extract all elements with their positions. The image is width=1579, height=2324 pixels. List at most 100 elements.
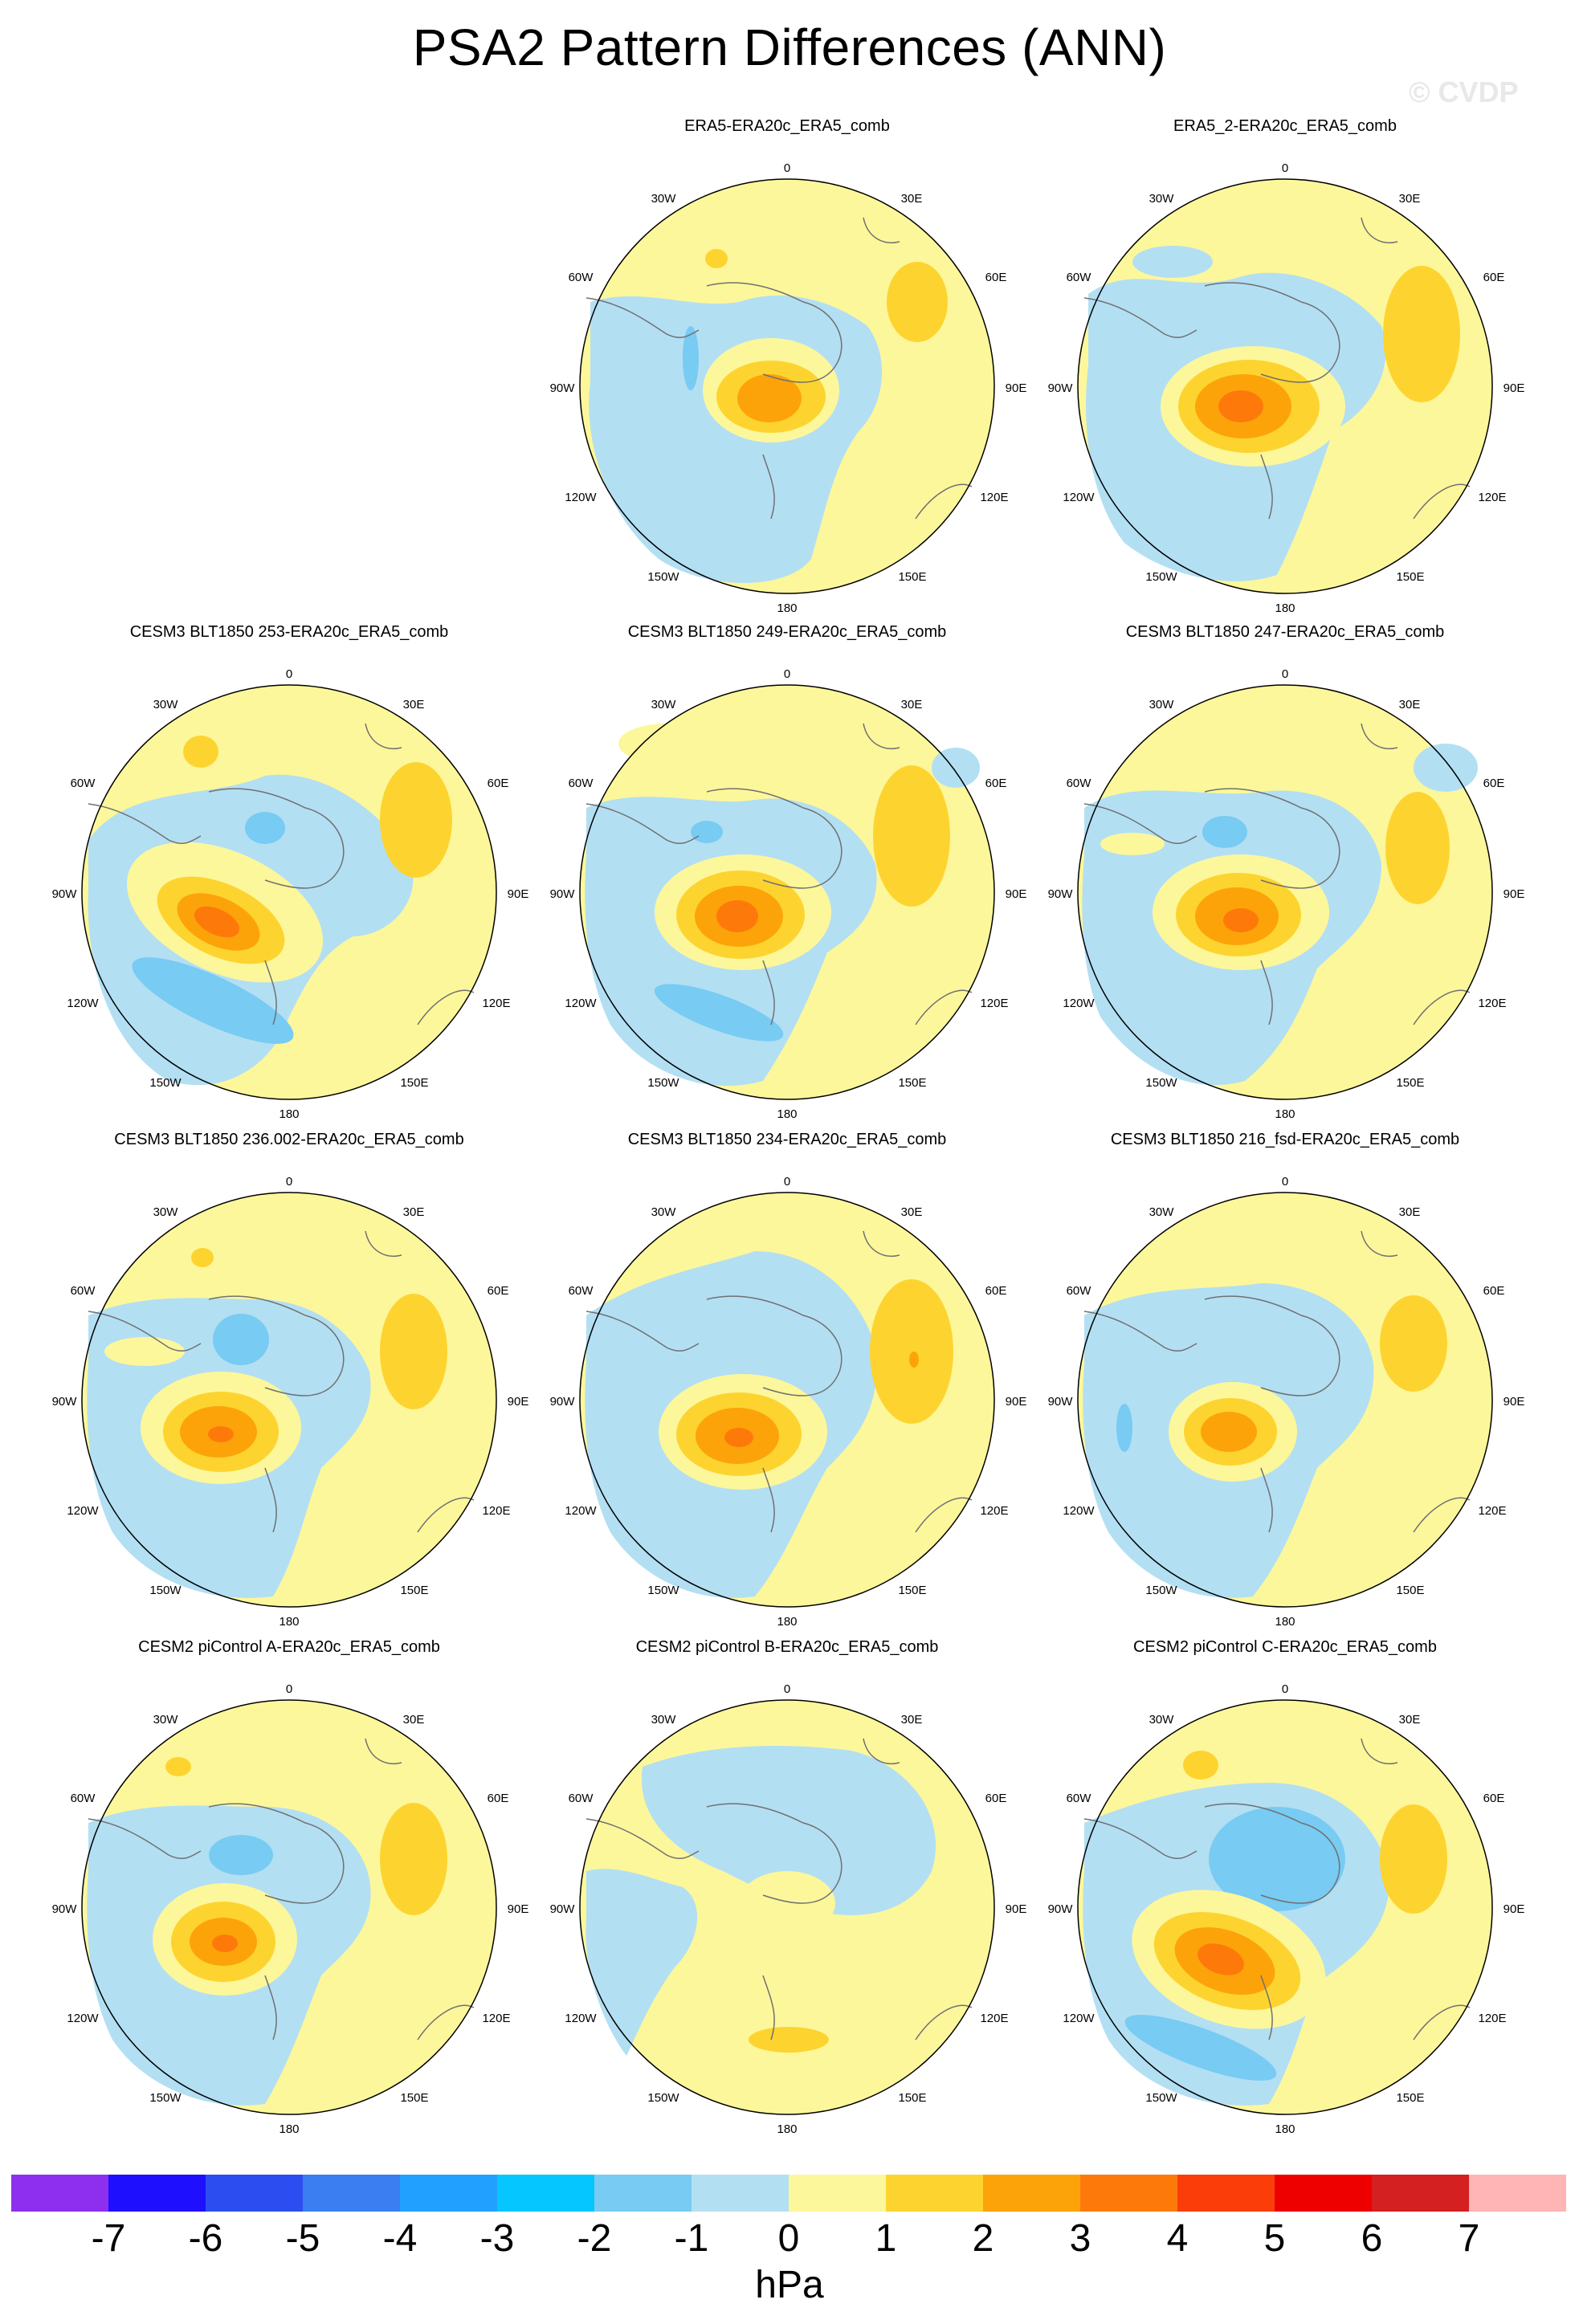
lon-label: 60E	[1483, 1792, 1505, 1805]
polar-map: 0 30E 60E 90E 120E 150E 180 150W 120W 90…	[48, 647, 530, 1137]
contour-layer	[580, 1700, 994, 2114]
coastlines	[1083, 723, 1471, 1025]
map-panel: CESM3 BLT1850 249-ERA20c_ERA5_comb	[546, 623, 1028, 1137]
lon-label: 30W	[651, 1205, 677, 1219]
lon-label: 60W	[1067, 777, 1092, 790]
map-boundary	[579, 178, 995, 594]
lon-label: 30W	[651, 1713, 677, 1727]
cvdp-watermark: © CVDP	[1409, 75, 1519, 108]
lon-label: 150E	[1396, 2091, 1424, 2105]
lon-label: 180	[777, 1615, 797, 1629]
lon-label: 180	[1275, 1107, 1295, 1121]
lon-label: 120W	[1063, 491, 1095, 504]
contour-layer	[82, 685, 496, 1099]
lon-label: 150E	[400, 1584, 428, 1597]
lon-label: 120E	[980, 1504, 1008, 1518]
polar-map: 0 30E 60E 90E 120E 150E 180 150W 120W 90…	[546, 647, 1028, 1137]
lon-label: 150W	[1145, 1076, 1177, 1090]
lon-label: 150W	[1145, 570, 1177, 584]
lon-label: 0	[784, 161, 790, 175]
map-panel: CESM3 BLT1850 247-ERA20c_ERA5_comb	[1044, 623, 1526, 1137]
lon-label: 60E	[1483, 1284, 1505, 1298]
lon-label: 90E	[508, 887, 529, 901]
coastlines	[585, 1738, 973, 2041]
colorbar-swatch	[11, 2175, 108, 2212]
panel-title: CESM3 BLT1850 216_fsd-ERA20c_ERA5_comb	[1110, 1131, 1460, 1148]
lon-label: 90W	[550, 1395, 576, 1409]
lon-label: 150E	[898, 1584, 926, 1597]
map-panel: ERA5-ERA20c_ERA5_comb 0	[546, 117, 1028, 631]
lon-label: 60W	[1067, 1284, 1092, 1298]
lon-label: 120E	[980, 997, 1008, 1010]
lon-label: 0	[784, 1682, 790, 1696]
colorbar-tick-label: -7	[91, 2217, 126, 2260]
colorbar-swatch	[400, 2175, 497, 2212]
colorbar-tick-label: -5	[285, 2217, 320, 2260]
lon-label: 120E	[1478, 491, 1506, 504]
lon-label: 150W	[647, 1584, 679, 1597]
panel-title: CESM3 BLT1850 247-ERA20c_ERA5_comb	[1125, 623, 1445, 641]
lon-label: 150W	[149, 1076, 182, 1090]
lon-label: 60E	[488, 1284, 509, 1298]
lon-label: 150W	[1145, 1584, 1177, 1597]
map-boundary	[81, 1192, 497, 1608]
lon-label: 90E	[1006, 1902, 1027, 1916]
colorbar-tick-label: -1	[674, 2217, 709, 2260]
polar-map: 0 30E 60E 90E 120E 150E 180 150W 120W 90…	[1044, 1155, 1526, 1645]
polar-map: 0 30E 60E 90E 120E 150E 180 150W 120W 90…	[48, 1155, 530, 1645]
lon-label: 60E	[985, 1792, 1007, 1805]
map-panel: CESM2 piControl B-ERA20c_ERA5_comb 0	[546, 1638, 1028, 2152]
lon-label: 120W	[1063, 2012, 1095, 2025]
colorbar-swatch	[1372, 2175, 1469, 2212]
lon-label: 120E	[482, 997, 510, 1010]
lon-label: 60W	[1067, 271, 1092, 284]
map-boundary	[81, 1699, 497, 2115]
lon-label: 60W	[71, 1284, 96, 1298]
lon-label: 30W	[651, 698, 677, 711]
lon-label: 90E	[1006, 887, 1027, 901]
contour-layer	[1078, 685, 1492, 1099]
lon-label: 30W	[1149, 192, 1175, 206]
lon-label: 150E	[898, 2091, 926, 2105]
lon-label: 0	[286, 667, 292, 681]
lon-label: 180	[279, 1107, 299, 1121]
lon-label: 90W	[1048, 381, 1074, 395]
contour-layer	[1078, 1193, 1492, 1607]
lon-label: 30E	[1399, 1205, 1421, 1219]
lon-label: 90W	[1048, 1902, 1074, 1916]
lon-label: 180	[279, 1615, 299, 1629]
panel-title: ERA5_2-ERA20c_ERA5_comb	[1173, 117, 1397, 135]
colorbar-swatch	[303, 2175, 400, 2212]
polar-map: 0 30E 60E 90E 120E 150E 180 150W 120W 90…	[546, 141, 1028, 631]
lon-label: 150E	[1396, 1076, 1424, 1090]
colorbar-swatch	[983, 2175, 1080, 2212]
lon-label: 120E	[1478, 2012, 1506, 2025]
coastlines	[1083, 1738, 1471, 2041]
lon-label: 90W	[52, 1902, 78, 1916]
lon-label: 120E	[482, 1504, 510, 1518]
map-panel: ERA5_2-ERA20c_ERA5_comb 0	[1044, 117, 1526, 631]
lon-label: 60W	[569, 1792, 594, 1805]
lon-label: 120W	[67, 997, 99, 1010]
lon-label: 180	[1275, 601, 1295, 615]
panel-title: CESM3 BLT1850 234-ERA20c_ERA5_comb	[627, 1131, 947, 1148]
lon-label: 30W	[1149, 698, 1175, 711]
lon-label: 90W	[550, 381, 576, 395]
panel-title: CESM3 BLT1850 253-ERA20c_ERA5_comb	[129, 623, 449, 641]
map-panel: CESM3 BLT1850 234-ERA20c_ERA5_comb	[546, 1131, 1028, 1645]
panel-title: ERA5-ERA20c_ERA5_comb	[684, 117, 890, 135]
lon-label: 60E	[985, 1284, 1007, 1298]
contour-layer	[1078, 1700, 1492, 2114]
colorbar-swatch	[1080, 2175, 1177, 2212]
polar-map: 0 30E 60E 90E 120E 150E 180 150W 120W 90…	[546, 1155, 1028, 1645]
lon-label: 120W	[67, 2012, 99, 2025]
lon-label: 120E	[482, 2012, 510, 2025]
figure-title: PSA2 Pattern Differences (ANN)	[412, 18, 1167, 76]
lon-label: 150E	[1396, 1584, 1424, 1597]
lon-label: 0	[286, 1682, 292, 1696]
lon-label: 60W	[71, 777, 96, 790]
coastlines	[88, 1738, 475, 2041]
lon-label: 150E	[1396, 570, 1424, 584]
lon-label: 180	[1275, 1615, 1295, 1629]
map-boundary	[1077, 1192, 1493, 1608]
